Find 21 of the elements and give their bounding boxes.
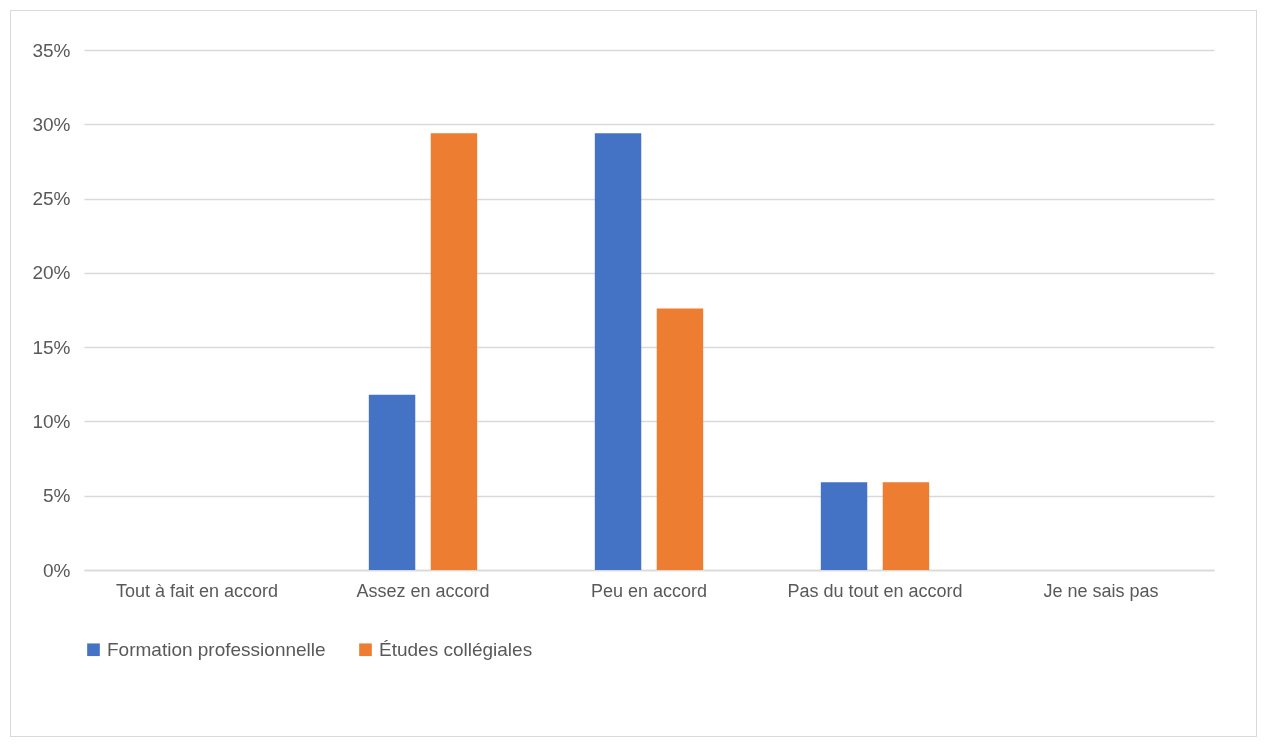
y-tick-label: 10% xyxy=(32,410,71,432)
y-tick-label: 30% xyxy=(32,113,71,135)
bar xyxy=(820,482,868,570)
x-tick-label: Peu en accord xyxy=(590,580,708,601)
bar xyxy=(368,394,416,570)
y-tick-label: 20% xyxy=(32,262,71,284)
y-tick-label: 15% xyxy=(32,336,71,358)
y-tick-label: 35% xyxy=(32,39,71,61)
x-tick-label: Tout à fait en accord xyxy=(115,580,279,601)
y-tick-label: 25% xyxy=(32,188,71,210)
bar xyxy=(882,482,930,570)
y-tick-label: 0% xyxy=(43,559,71,581)
x-tick-label: Pas du tout en accord xyxy=(787,580,963,601)
legend-label: Formation professionnelle xyxy=(107,638,326,660)
bar xyxy=(594,133,642,570)
x-tick-label: Assez en accord xyxy=(356,580,490,601)
legend-label: Études collégiales xyxy=(379,638,533,660)
bar xyxy=(430,133,478,570)
bar xyxy=(656,308,704,570)
y-tick-label: 5% xyxy=(43,485,71,507)
x-tick-label: Je ne sais pas xyxy=(1043,580,1159,601)
